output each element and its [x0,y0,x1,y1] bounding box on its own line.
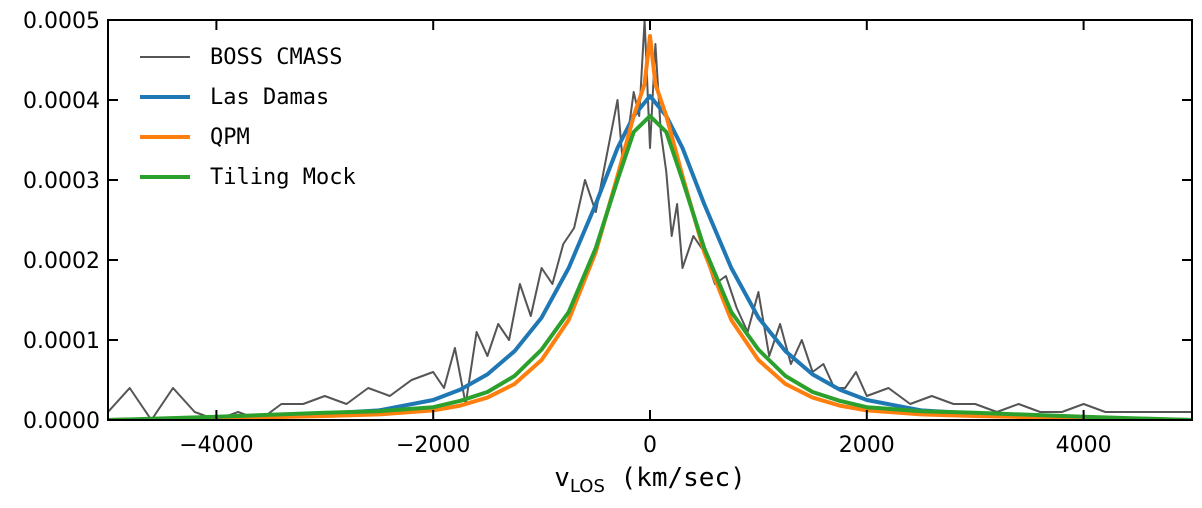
series-line-boss-cmass [108,20,1192,420]
x-tick-label: −4000 [179,433,253,458]
series-line-tiling-mock [108,114,1192,420]
y-tick-label: 0.0001 [23,329,100,354]
legend-label: BOSS CMASS [210,45,342,70]
series-line-qpm [108,34,1192,420]
y-tick-label: 0.0003 [23,169,100,194]
legend-label: QPM [210,125,250,150]
x-axis-label-rest: (km/sec) [605,463,746,493]
legend-label: Las Damas [210,85,329,110]
series-line-las-damas [108,94,1192,420]
y-tick-label: 0.0005 [23,9,100,34]
y-tick-label: 0.0000 [23,409,100,434]
x-axis-label: vLOS (km/sec) [554,463,746,497]
legend: BOSS CMASS Las Damas QPM Tiling Mock [140,45,356,190]
legend-label: Tiling Mock [210,165,356,190]
x-axis-label-main: v [554,463,570,493]
ticks-layer: −4000 −2000 0 2000 4000 0.0000 0.0001 0.0002 0.0… [23,9,1192,458]
x-tick-label: 0 [643,433,657,458]
y-tick-label: 0.0004 [23,89,100,114]
y-tick-label: 0.0002 [23,249,100,274]
x-tick-label: 2000 [839,433,895,458]
plot-frame [107,19,1193,421]
x-axis-label-subscript: LOS [570,476,605,497]
x-tick-label: 4000 [1056,433,1112,458]
x-tick-label: −2000 [396,433,470,458]
series-layer [108,20,1192,420]
